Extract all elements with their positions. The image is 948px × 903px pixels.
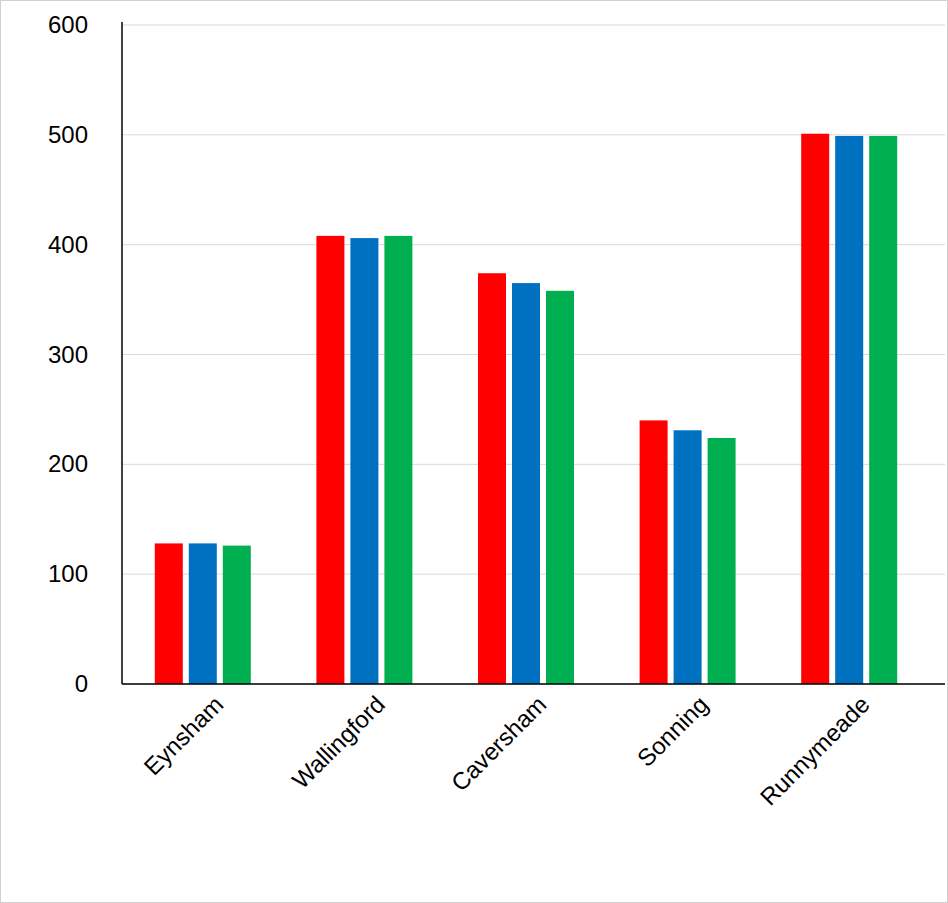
- bar: [674, 430, 702, 684]
- x-axis: [122, 683, 945, 685]
- tick-label: 600: [48, 11, 88, 38]
- tick-label: 300: [48, 341, 88, 368]
- category-label: Caversham: [446, 690, 552, 796]
- bar: [546, 291, 574, 684]
- category-label: Eynsham: [138, 690, 228, 780]
- chart: 0 100 200 300 400 500 600 Eynsham Wallingford Cav…: [0, 0, 948, 903]
- bar: [316, 236, 344, 684]
- bar: [384, 236, 412, 684]
- category-label: Runnymeade: [755, 690, 875, 810]
- tick-label: 100: [48, 560, 88, 587]
- bar: [640, 420, 668, 684]
- category-label: Sonning: [632, 690, 713, 771]
- bar: [835, 136, 863, 684]
- bar: [478, 273, 506, 684]
- bar: [350, 238, 378, 684]
- bar: [801, 134, 829, 684]
- tick-label: 200: [48, 450, 88, 477]
- bar: [189, 543, 217, 684]
- grid-line: [122, 684, 945, 685]
- bars: [155, 134, 897, 684]
- bar: [869, 136, 897, 684]
- y-axis: [121, 22, 123, 684]
- tick-label: 0: [75, 670, 88, 697]
- tick-label: 500: [48, 121, 88, 148]
- category-label: Wallingford: [287, 690, 390, 793]
- bar: [223, 546, 251, 684]
- grid-line: [122, 25, 945, 26]
- frame: [1, 1, 948, 903]
- bar: [708, 438, 736, 684]
- bar: [512, 283, 540, 684]
- tick-label: 400: [48, 231, 88, 258]
- bar: [155, 543, 183, 684]
